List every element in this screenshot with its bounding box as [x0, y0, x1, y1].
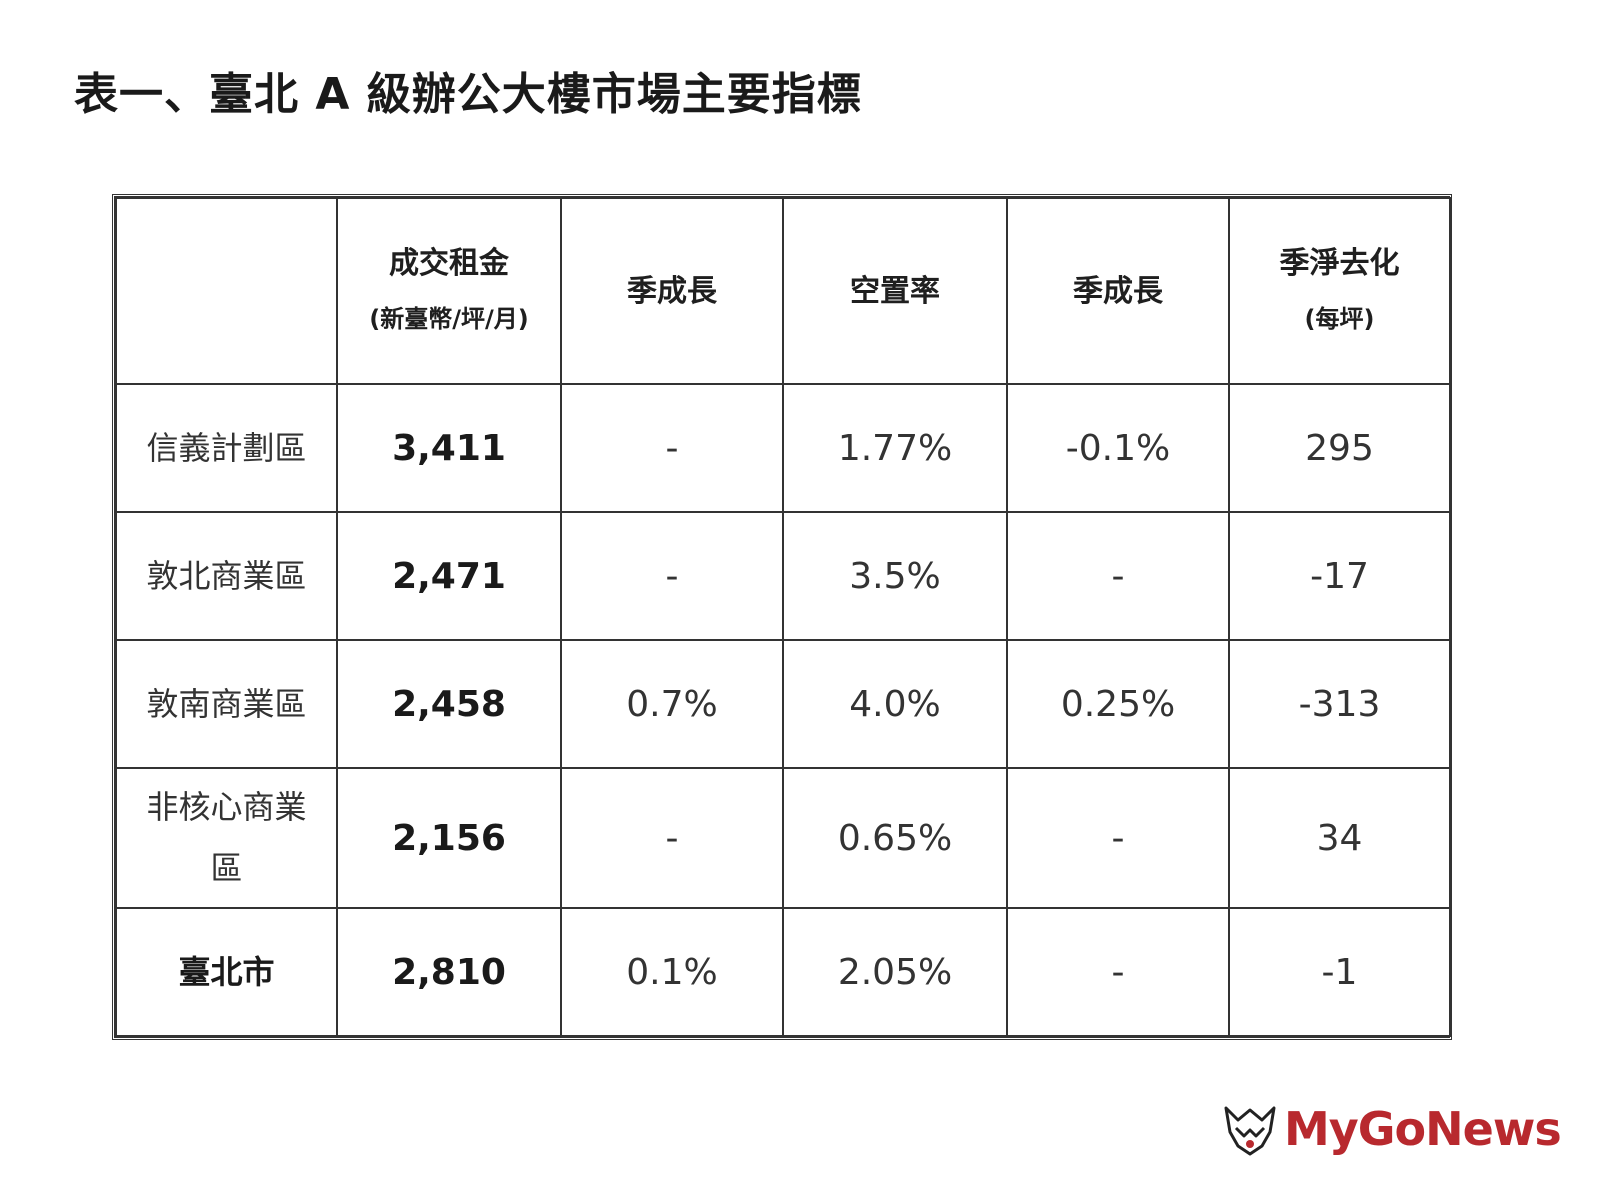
vacancy-qoq-value: - — [1006, 767, 1230, 909]
table-row-total: 臺北市 2,810 0.1% 2.05% - -1 — [115, 907, 1451, 1037]
absorption-value: -17 — [1228, 511, 1451, 641]
vacancy-value: 0.65% — [782, 767, 1008, 909]
table-row: 非核心商業區 2,156 - 0.65% - 34 — [115, 767, 1451, 909]
header-absorption: 季淨去化 (每坪) — [1228, 197, 1451, 385]
mygonews-logo-icon — [1224, 1106, 1276, 1156]
absorption-value: 34 — [1228, 767, 1451, 909]
rent-value: 2,810 — [336, 907, 562, 1037]
vacancy-qoq-value: -0.1% — [1006, 383, 1230, 513]
table-row: 敦北商業區 2,471 - 3.5% - -17 — [115, 511, 1451, 641]
market-indicator-table: 成交租金 (新臺幣/坪/月) 季成長 空置率 季成長 季淨去化 (每坪) 信義計… — [112, 194, 1452, 1040]
rent-value: 2,156 — [336, 767, 562, 909]
vacancy-value: 2.05% — [782, 907, 1008, 1037]
rent-value: 2,471 — [336, 511, 562, 641]
absorption-value: 295 — [1228, 383, 1451, 513]
table-row: 信義計劃區 3,411 - 1.77% -0.1% 295 — [115, 383, 1451, 513]
district-name: 非核心商業區 — [115, 767, 338, 909]
vacancy-qoq-value: - — [1006, 907, 1230, 1037]
rent-qoq-value: 0.7% — [560, 639, 784, 769]
table-row: 敦南商業區 2,458 0.7% 4.0% 0.25% -313 — [115, 639, 1451, 769]
district-name: 信義計劃區 — [115, 383, 338, 513]
header-absorption-unit: (每坪) — [1304, 304, 1375, 333]
vacancy-value: 1.77% — [782, 383, 1008, 513]
district-name: 敦南商業區 — [115, 639, 338, 769]
vacancy-value: 4.0% — [782, 639, 1008, 769]
absorption-value: -1 — [1228, 907, 1451, 1037]
vacancy-qoq-value: - — [1006, 511, 1230, 641]
table-header-row: 成交租金 (新臺幣/坪/月) 季成長 空置率 季成長 季淨去化 (每坪) — [115, 197, 1451, 385]
rent-value: 3,411 — [336, 383, 562, 513]
header-rent: 成交租金 (新臺幣/坪/月) — [336, 197, 562, 385]
rent-value: 2,458 — [336, 639, 562, 769]
vacancy-qoq-value: 0.25% — [1006, 639, 1230, 769]
header-rent-unit: (新臺幣/坪/月) — [369, 304, 529, 333]
rent-qoq-value: - — [560, 767, 784, 909]
page-title: 表一、臺北 A 級辦公大樓市場主要指標 — [74, 69, 862, 120]
rent-qoq-value: - — [560, 383, 784, 513]
district-name: 臺北市 — [115, 907, 338, 1037]
vacancy-value: 3.5% — [782, 511, 1008, 641]
header-vacancy: 空置率 — [782, 197, 1008, 385]
absorption-value: -313 — [1228, 639, 1451, 769]
header-rent-qoq: 季成長 — [560, 197, 784, 385]
logo-text: MyGoNews — [1284, 1102, 1562, 1156]
rent-qoq-value: - — [560, 511, 784, 641]
mygonews-logo: MyGoNews — [1222, 1102, 1562, 1162]
header-empty — [115, 197, 338, 385]
rent-qoq-value: 0.1% — [560, 907, 784, 1037]
district-name: 敦北商業區 — [115, 511, 338, 641]
header-vacancy-qoq: 季成長 — [1006, 197, 1230, 385]
